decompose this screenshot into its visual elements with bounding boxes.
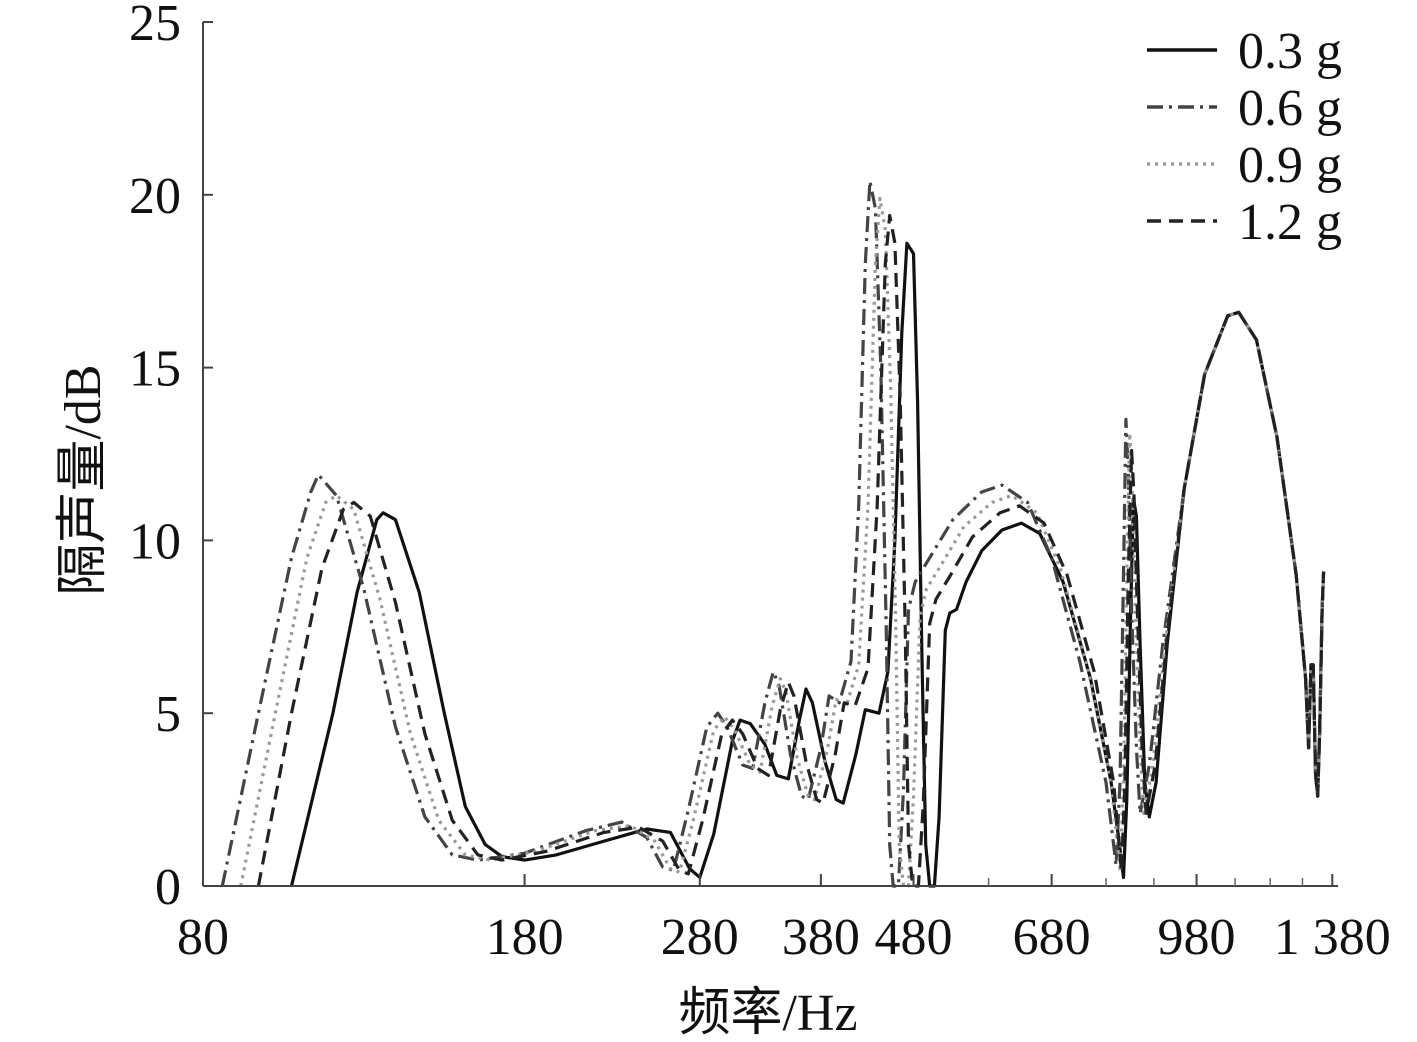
x-tick-label: 380 [782, 909, 860, 966]
plot-axes: 0 5 10 15 20 25 80 180 280 380 480 680 980 1 380 [129, 0, 1391, 966]
legend-label: 0.6 g [1238, 80, 1342, 137]
x-tick-label: 280 [661, 909, 739, 966]
x-tick-label: 480 [875, 909, 953, 966]
series-line-0-6-g [220, 179, 1326, 888]
legend-label: 1.2 g [1238, 194, 1342, 251]
y-tick-label: 10 [129, 513, 181, 570]
y-tick-label: 5 [155, 686, 181, 743]
y-tick-label: 20 [129, 168, 181, 225]
plot-curves [220, 179, 1326, 888]
y-tick-label: 15 [129, 341, 181, 398]
x-tick-label: 680 [1013, 909, 1091, 966]
x-tick-label: 980 [1158, 909, 1236, 966]
legend-label: 0.3 g [1238, 23, 1342, 80]
legend: 0.3 g0.6 g0.9 g1.2 g [1147, 23, 1342, 251]
x-tick-label: 80 [177, 909, 229, 966]
series-line-0-9-g [239, 196, 1326, 888]
x-tick-label: 180 [486, 909, 564, 966]
y-tick-label: 0 [155, 859, 181, 916]
series-line-1-2-g [256, 213, 1326, 888]
y-axis-ticks: 0 5 10 15 20 25 [129, 0, 213, 916]
x-tick-label: 1 380 [1274, 909, 1391, 966]
x-axis-label: 频率/Hz [678, 985, 857, 1042]
x-axis-ticks: 80 180 280 380 480 680 980 1 380 [177, 874, 1391, 966]
y-axis-label: 隔声量/dB [55, 364, 112, 595]
series-line-0-3-g [289, 241, 1326, 888]
legend-label: 0.9 g [1238, 137, 1342, 194]
y-tick-label: 25 [129, 0, 181, 52]
